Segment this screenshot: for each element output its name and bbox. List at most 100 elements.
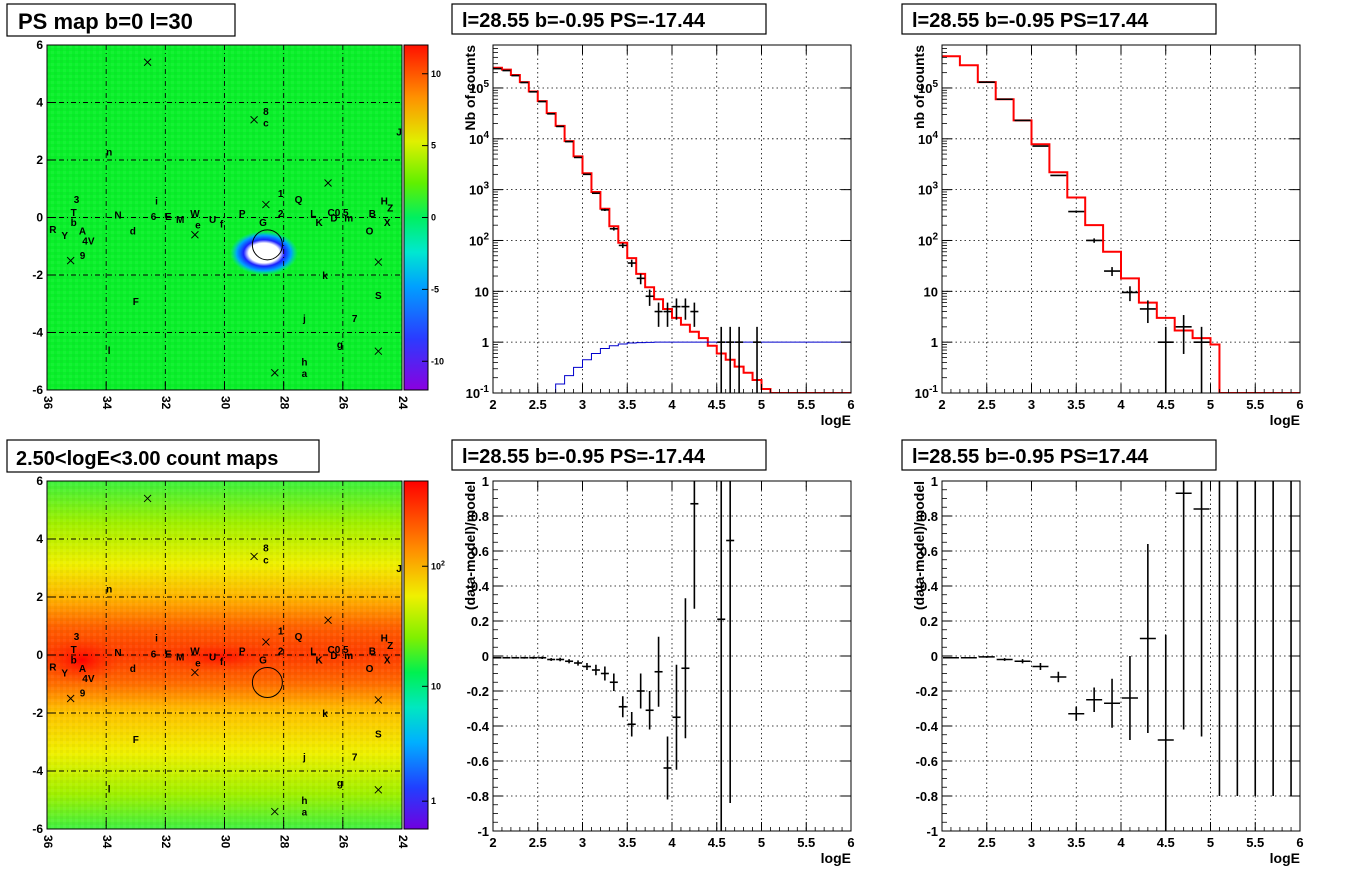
- source-label: b: [71, 218, 77, 229]
- source-cross: [270, 807, 279, 816]
- plot-data-area: [493, 66, 851, 393]
- x-tick-label: 5: [1207, 397, 1214, 412]
- x-tick-label: 5: [758, 397, 765, 412]
- source-label: D: [330, 651, 337, 662]
- source-label: j: [302, 314, 306, 325]
- y-tick-label: 0.2: [920, 614, 938, 629]
- source-label: f: [220, 219, 224, 230]
- title-residual-negative: l=28.55 b=-0.95 PS=-17.44: [462, 446, 706, 468]
- y-tick-label: 10: [475, 284, 489, 299]
- y-axis-label: nb of counts: [911, 45, 927, 129]
- x-tick-label: 4: [1117, 835, 1125, 850]
- source-label: F: [133, 735, 139, 746]
- source-cross: [66, 256, 75, 265]
- map-y-tick-label: -4: [32, 764, 43, 778]
- source-label: m: [344, 214, 353, 225]
- y-axis-label: (data-model)/model: [462, 481, 478, 610]
- source-cross: [270, 368, 279, 377]
- title-box-residual-negative: l=28.55 b=-0.95 PS=-17.44: [451, 439, 767, 471]
- source-label: h: [301, 357, 307, 368]
- map-y-tick-label: -2: [32, 706, 43, 720]
- source-label: G: [259, 218, 267, 229]
- source-label: X: [384, 218, 391, 229]
- source-label: K: [316, 218, 324, 229]
- y-tick-label: -0.4: [467, 719, 490, 734]
- source-label: c: [263, 119, 269, 130]
- source-label: n: [106, 584, 112, 595]
- source-label: 4V: [82, 237, 95, 248]
- count-map-hotspots: [47, 636, 280, 684]
- map-x-tick-label: 36: [41, 396, 55, 410]
- source-label: X: [384, 655, 391, 666]
- map-x-tick-label: 28: [277, 396, 291, 410]
- ps-map-spots: [230, 231, 298, 275]
- source-cross: [374, 696, 383, 704]
- source-cross: [324, 616, 332, 625]
- x-tick-label: 2: [938, 397, 945, 412]
- ps-map-grid: [47, 45, 402, 390]
- title-box-ps-map: PS map b=0 l=30: [6, 3, 236, 37]
- map-y-tick-label: 6: [36, 38, 43, 52]
- source-label: A: [79, 664, 86, 675]
- map-y-tick-label: 4: [36, 96, 43, 110]
- title-box-spectrum-negative: l=28.55 b=-0.95 PS=-17.44: [451, 3, 767, 35]
- source-label: Y: [61, 231, 68, 242]
- y-tick-label: 0: [482, 649, 489, 664]
- x-tick-label: 2: [489, 835, 496, 850]
- x-tick-label: 5.5: [797, 397, 815, 412]
- y-tick-label: 0.6: [471, 544, 489, 559]
- source-label: Z: [387, 641, 393, 652]
- x-tick-label: 2.5: [978, 835, 996, 850]
- y-tick-label: 0.4: [471, 579, 490, 594]
- y-tick-label: -0.2: [467, 684, 489, 699]
- x-axis-label: logE: [1270, 412, 1300, 428]
- source-cross: [250, 552, 258, 561]
- map-y-tick-label: 2: [36, 590, 43, 604]
- x-tick-label: 2: [489, 397, 496, 412]
- y-tick-label: 1: [482, 335, 489, 350]
- map-y-tick-label: -4: [32, 326, 43, 340]
- source-label: Y: [61, 668, 68, 679]
- map-y-tick-label: 4: [36, 532, 43, 546]
- source-label: H: [381, 634, 388, 645]
- map-x-tick-label: 24: [396, 396, 410, 410]
- y-tick-label: 102: [469, 231, 489, 248]
- map-x-tick-label: 24: [396, 835, 410, 849]
- source-label: d: [130, 226, 136, 237]
- y-tick-label: -0.6: [916, 754, 938, 769]
- source-label: T: [71, 208, 77, 219]
- x-tick-label: 4.5: [708, 835, 726, 850]
- x-tick-label: 3: [579, 835, 586, 850]
- source-label: a: [302, 369, 308, 380]
- source-label: O: [366, 664, 374, 675]
- source-label: W: [190, 209, 200, 220]
- source-label: M: [176, 215, 184, 226]
- y-tick-label: 1: [931, 474, 938, 489]
- ps-map-colorbar-ticks: 10 5 0 -5 -10: [422, 69, 444, 366]
- source-label: 1: [278, 189, 284, 200]
- source-label: S: [375, 291, 382, 302]
- map-x-tick-label: 34: [100, 835, 114, 849]
- source-label: M: [176, 652, 184, 663]
- source-label: 9: [80, 251, 86, 262]
- source-label: k: [322, 709, 328, 720]
- x-tick-label: 3.5: [618, 397, 636, 412]
- source-label: j: [302, 753, 306, 764]
- source-cross: [143, 58, 152, 67]
- x-tick-label: 4.5: [1157, 835, 1175, 850]
- source-cross: [250, 115, 258, 124]
- source-label: 6: [151, 650, 157, 661]
- plot-data-area: [493, 481, 735, 831]
- source-label: 6: [151, 212, 157, 223]
- source-label: F: [133, 297, 139, 308]
- x-tick-label: 5.5: [1246, 835, 1264, 850]
- x-tick-label: 2.5: [529, 835, 547, 850]
- count-map-grid: [47, 481, 402, 829]
- source-label: e: [195, 221, 201, 232]
- map-x-tick-label: 30: [218, 835, 232, 849]
- source-label: g: [337, 340, 343, 351]
- title-spectrum-negative: l=28.55 b=-0.95 PS=-17.44: [462, 10, 706, 32]
